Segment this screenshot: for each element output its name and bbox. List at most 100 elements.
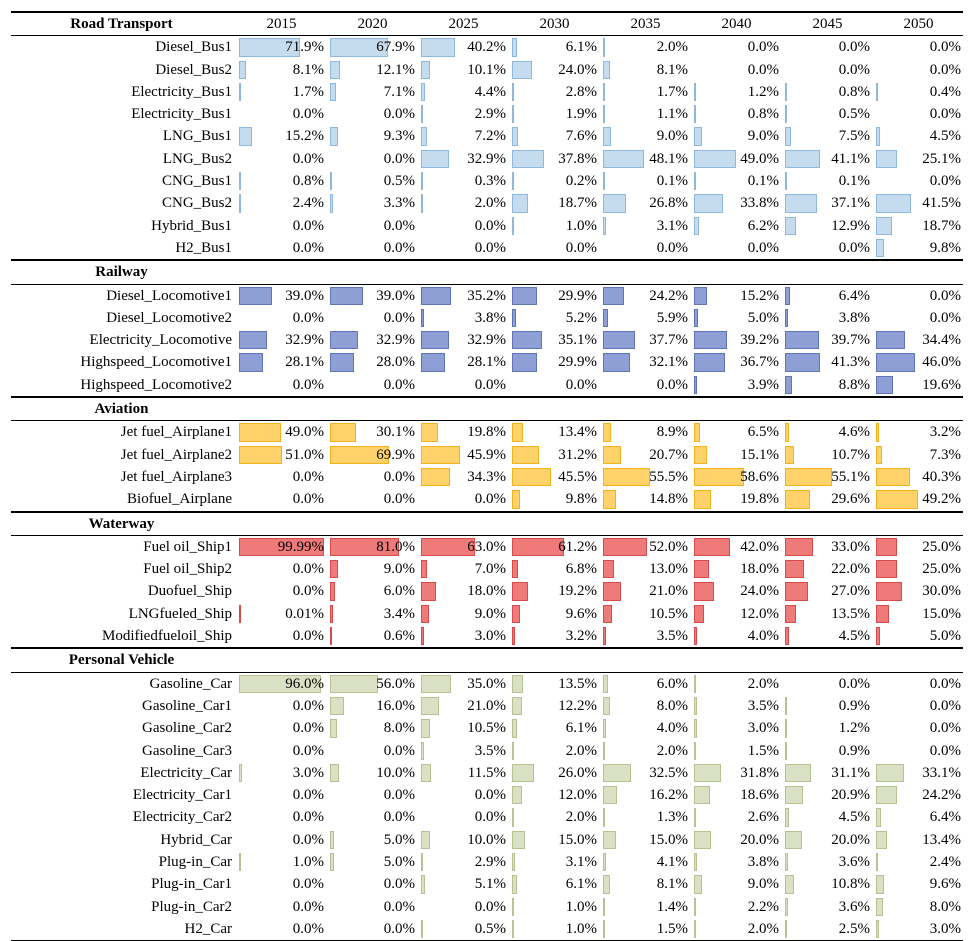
- value-cell: 0.0%: [873, 673, 964, 695]
- value-cell: 3.9%: [691, 374, 782, 396]
- cell-value: 3.8%: [747, 853, 779, 870]
- data-bar: [512, 582, 529, 601]
- value-cell: 0.0%: [418, 237, 509, 259]
- value-cell: 34.4%: [873, 329, 964, 351]
- section-title: Road Transport: [70, 16, 173, 32]
- cell-value: 3.1%: [656, 217, 688, 234]
- data-bar: [785, 537, 814, 557]
- row-label: Electricity_Car1: [132, 787, 232, 804]
- value-cell: 2.0%: [509, 806, 600, 828]
- cell-value: 19.2%: [558, 583, 597, 600]
- data-bar: [512, 719, 518, 738]
- cell-value: 0.8%: [747, 106, 779, 123]
- value-cell: 9.0%: [691, 125, 782, 147]
- data-bar: [785, 741, 787, 760]
- cell-value: 0.0%: [474, 809, 506, 826]
- value-cell: 35.1%: [509, 329, 600, 351]
- cell-value: 3.5%: [474, 742, 506, 759]
- row-label: Diesel_Locomotive1: [106, 287, 232, 304]
- cell-value: 13.4%: [922, 831, 961, 848]
- data-bar: [512, 331, 542, 350]
- cell-value: 39.0%: [285, 287, 324, 304]
- data-bar: [785, 149, 820, 169]
- cell-value: 2.2%: [747, 898, 779, 915]
- value-cell: 7.1%: [327, 81, 418, 103]
- cell-value: 0.8%: [838, 83, 870, 100]
- row-label: Electricity_Bus1: [131, 106, 232, 123]
- data-bar: [603, 445, 621, 464]
- value-cell: 0.0%: [327, 873, 418, 895]
- cell-value: 24.2%: [649, 287, 688, 304]
- value-cell: 1.1%: [600, 103, 691, 125]
- value-cell: 4.5%: [782, 625, 873, 647]
- cell-value: 0.0%: [292, 468, 324, 485]
- value-cell: 32.9%: [327, 329, 418, 351]
- value-cell: 0.0%: [873, 695, 964, 717]
- row-label: Gasoline_Car2: [142, 720, 232, 737]
- cell-value: 55.5%: [649, 468, 688, 485]
- data-bar: [785, 331, 819, 350]
- cell-value: 28.0%: [376, 354, 415, 371]
- data-bar: [694, 808, 697, 827]
- data-bar: [603, 786, 617, 805]
- value-cell: 4.6%: [782, 421, 873, 443]
- value-cell: 55.5%: [600, 466, 691, 488]
- cell-value: 1.0%: [565, 920, 597, 937]
- cell-value: 6.4%: [929, 809, 961, 826]
- cell-value: 9.0%: [383, 561, 415, 578]
- data-bar: [603, 82, 605, 102]
- value-cell: 10.5%: [600, 603, 691, 625]
- data-bar: [421, 875, 426, 894]
- data-bar: [785, 445, 795, 464]
- cell-value: 8.8%: [838, 376, 870, 393]
- value-cell: 1.5%: [691, 740, 782, 762]
- value-cell: 0.0%: [236, 717, 327, 739]
- cell-value: 1.2%: [838, 720, 870, 737]
- data-bar: [330, 560, 338, 579]
- value-cell: 0.0%: [327, 215, 418, 237]
- value-cell: 1.4%: [600, 896, 691, 918]
- cell-value: 9.6%: [565, 605, 597, 622]
- data-bar: [239, 852, 241, 872]
- value-cell: 0.0%: [236, 148, 327, 170]
- value-cell: 49.2%: [873, 488, 964, 510]
- value-cell: 0.0%: [782, 36, 873, 58]
- data-bar: [421, 194, 423, 213]
- cell-value: 0.0%: [838, 61, 870, 78]
- cell-value: 1.2%: [747, 83, 779, 100]
- value-cell: 8.0%: [327, 717, 418, 739]
- data-bar: [694, 875, 702, 894]
- cell-value: 3.5%: [747, 697, 779, 714]
- row-label: Plug-in_Car: [158, 853, 232, 870]
- data-bar: [876, 582, 902, 601]
- cell-value: 26.8%: [649, 195, 688, 212]
- data-bar: [512, 808, 514, 827]
- data-bar: [239, 82, 241, 102]
- data-bar: [421, 696, 439, 716]
- cell-value: 52.0%: [649, 538, 688, 555]
- value-cell: 32.9%: [236, 329, 327, 351]
- value-cell: 1.0%: [236, 851, 327, 873]
- value-cell: 26.8%: [600, 192, 691, 214]
- data-bar: [512, 127, 519, 146]
- cell-value: 15.0%: [558, 831, 597, 848]
- data-bar: [785, 604, 797, 624]
- cell-value: 9.6%: [929, 876, 961, 893]
- value-cell: 51.0%: [236, 444, 327, 466]
- data-bar: [330, 82, 337, 102]
- data-bar: [876, 627, 881, 646]
- value-cell: 13.5%: [782, 603, 873, 625]
- cell-value: 0.1%: [656, 173, 688, 190]
- data-bar: [239, 353, 263, 372]
- value-cell: 0.5%: [418, 918, 509, 940]
- value-cell: 2.2%: [691, 896, 782, 918]
- table-row: Plug-in_Car2 0.0% 0.0% 0.0% 1.0% 1.4% 2.2% 3.6%…: [11, 896, 963, 918]
- data-bar: [330, 172, 332, 191]
- cell-value: 4.0%: [656, 720, 688, 737]
- data-bar: [785, 875, 795, 894]
- cell-value: 8.1%: [656, 876, 688, 893]
- cell-value: 37.8%: [558, 150, 597, 167]
- data-bar: [421, 830, 430, 849]
- cell-value: 30.0%: [922, 583, 961, 600]
- cell-value: 7.1%: [383, 83, 415, 100]
